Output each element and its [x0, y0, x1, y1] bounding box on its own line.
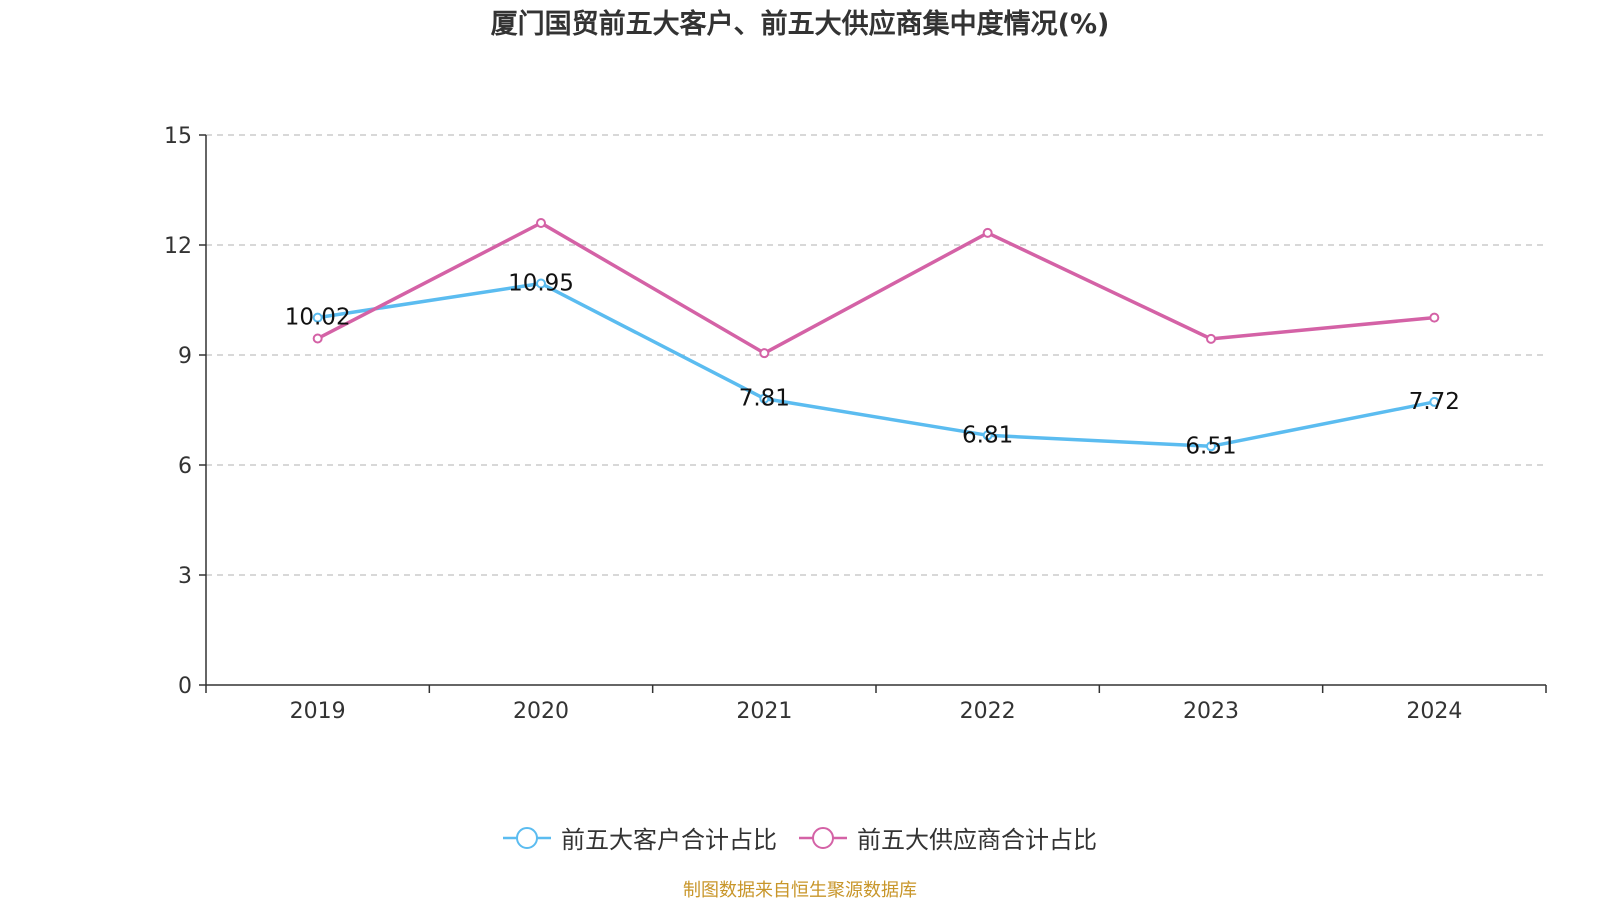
legend-item[interactable]: 前五大供应商合计占比 [799, 820, 1097, 855]
y-tick-label: 9 [178, 344, 192, 369]
series-line-1 [317, 281, 1435, 449]
data-label: 6.51 [1185, 433, 1236, 459]
data-point [982, 227, 993, 238]
axes: 0 3 6 9 12 15 2019 2020 2021 2022 2023 2024 [164, 124, 1547, 724]
chart-title: 厦门国贸前五大客户、前五大供应商集中度情况(%) [490, 9, 1110, 40]
data-point [759, 393, 770, 404]
x-tick-label: 2019 [290, 699, 346, 724]
legend: 前五大客户合计占比 前五大供应商合计占比 [0, 820, 1600, 855]
series-line-2 [316, 221, 1435, 355]
data-label: 6.81 [962, 422, 1013, 448]
y-tick-label: 6 [178, 454, 192, 479]
data-label: 7.72 [1409, 389, 1460, 415]
x-tick-label: 2022 [960, 699, 1016, 724]
data-point [536, 218, 546, 228]
legend-item[interactable]: 前五大客户合计占比 [503, 820, 777, 855]
legend-marker-circle [516, 826, 538, 849]
data-labels: 10.02 10.95 7.81 6.81 6.51 7.72 [285, 271, 1460, 460]
legend-label: 前五大供应商合计占比 [857, 826, 1097, 854]
y-tick-label: 15 [164, 124, 192, 149]
grid-lines [206, 134, 1546, 576]
data-point [759, 348, 770, 359]
data-point [982, 430, 993, 441]
legend-label: 前五大客户合计占比 [561, 826, 777, 854]
data-point [536, 278, 546, 289]
source-note: 制图数据来自恒生聚源数据库 [683, 880, 917, 901]
y-tick-label: 3 [178, 564, 192, 589]
legend-marker [503, 826, 551, 849]
data-label: 10.95 [508, 271, 574, 297]
legend-marker-circle [812, 826, 834, 849]
x-tick-label: 2024 [1406, 699, 1462, 724]
data-point [312, 333, 323, 344]
x-tick-label: 2020 [513, 699, 569, 724]
data-label: 10.02 [285, 305, 351, 331]
x-tick-label: 2021 [736, 699, 792, 724]
data-point [1429, 396, 1440, 407]
data-label: 7.81 [739, 386, 790, 412]
data-point [1429, 312, 1440, 323]
data-point [1206, 333, 1216, 344]
y-tick-label: 12 [164, 234, 192, 259]
y-tick-label: 0 [178, 674, 192, 699]
data-point [312, 312, 323, 323]
x-tick-label: 2023 [1183, 699, 1239, 724]
series-group [312, 218, 1440, 452]
legend-marker [799, 826, 847, 849]
data-point [1206, 441, 1216, 452]
